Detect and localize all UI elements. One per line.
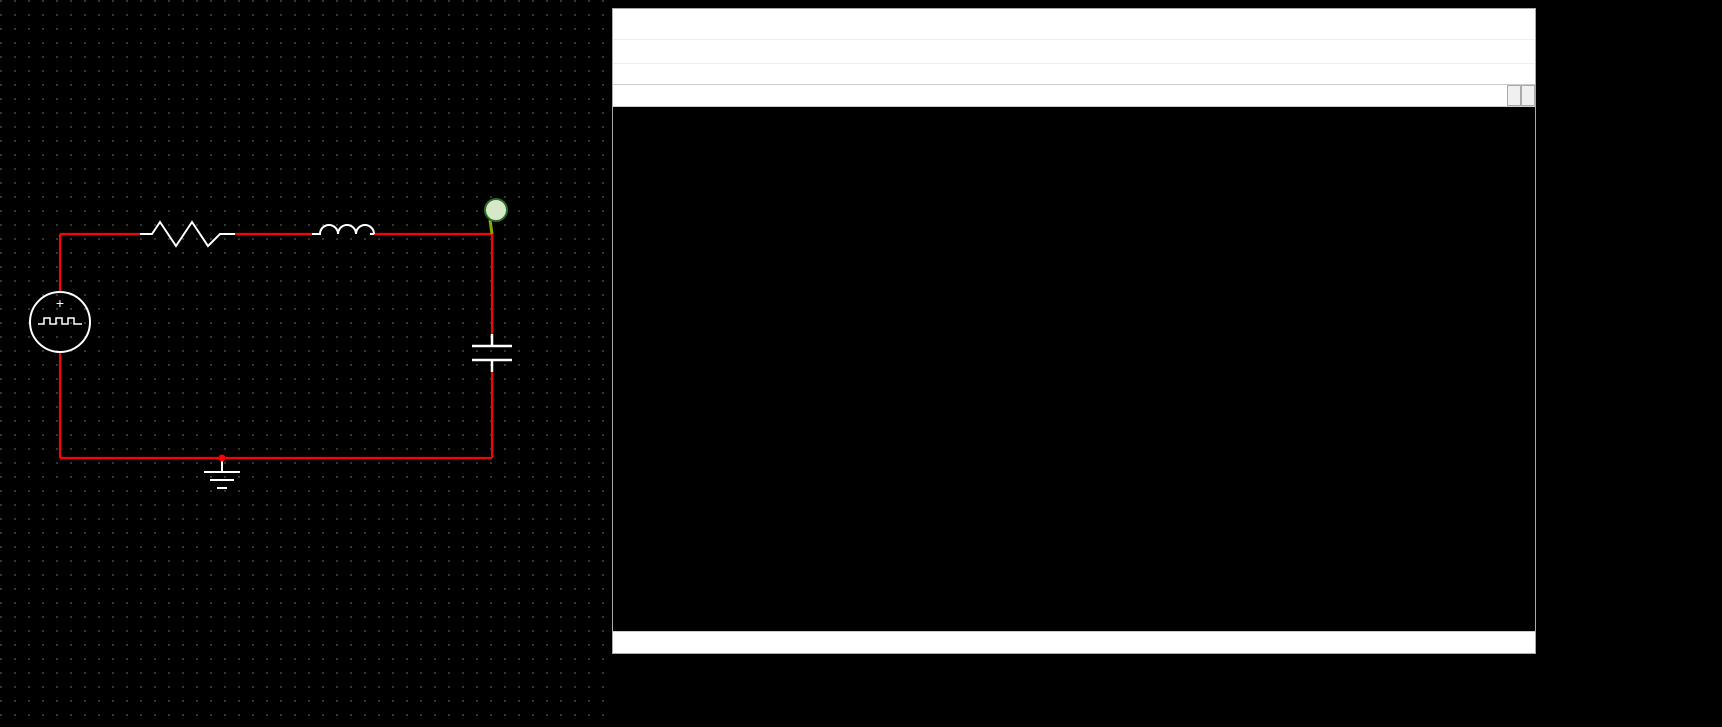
titlebar[interactable] (613, 9, 1535, 39)
tabbar (613, 85, 1535, 107)
ground-node (219, 455, 226, 462)
tab-scroll-right[interactable] (1521, 85, 1535, 106)
minimize-button[interactable] (1389, 9, 1435, 39)
legend (613, 613, 1535, 631)
toolbar (613, 63, 1535, 85)
maximize-button[interactable] (1435, 9, 1481, 39)
close-button[interactable] (1481, 9, 1527, 39)
tab-scroll-left[interactable] (1507, 85, 1521, 106)
menubar (613, 39, 1535, 63)
statusbar (613, 631, 1535, 653)
schematic-canvas[interactable]: + (0, 0, 612, 727)
plot-area[interactable] (613, 107, 1535, 613)
graph-viewer-window (612, 8, 1536, 654)
svg-text:+: + (56, 295, 64, 311)
